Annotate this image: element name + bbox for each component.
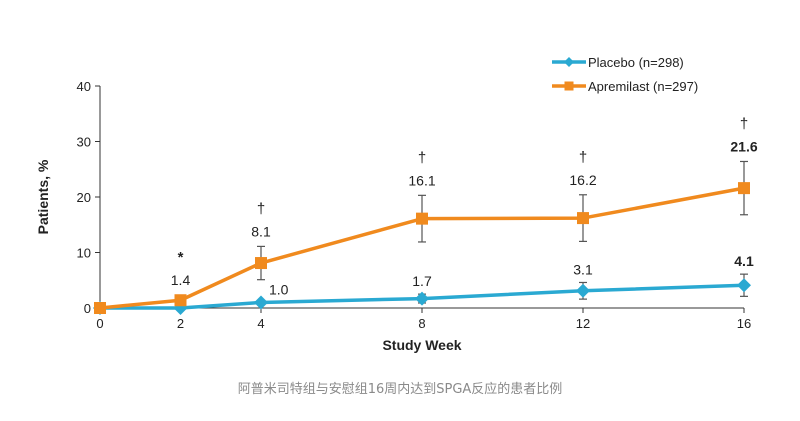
significance-marker: * <box>178 249 184 266</box>
data-point <box>254 295 268 310</box>
significance-marker: † <box>257 200 265 217</box>
placebo-value-label: 4.1 <box>734 253 754 269</box>
x-axis-title: Study Week <box>382 337 461 353</box>
series-line <box>100 283 745 310</box>
y-tick-label: 10 <box>77 246 91 261</box>
y-tick-label: 40 <box>77 79 91 94</box>
apremilast-value-label: 1.4 <box>171 272 191 288</box>
data-point <box>415 291 429 306</box>
x-tick-label: 4 <box>257 316 264 331</box>
legend-marker <box>564 57 574 67</box>
line-chart: 0 10 20 30 40 0 2 4 8 12 16 Study Week Patients, % 1… <box>35 55 758 353</box>
x-tick-label: 12 <box>576 316 590 331</box>
data-point <box>94 302 106 314</box>
apremilast-value-label: 16.1 <box>408 172 435 188</box>
data-point <box>577 212 589 225</box>
significance-marker: † <box>418 149 426 166</box>
series-layer <box>93 160 751 315</box>
legend-label: Apremilast (n=297) <box>588 79 698 94</box>
y-tick-label: 30 <box>77 135 91 150</box>
placebo-value-label: 3.1 <box>573 261 593 277</box>
data-point <box>737 278 751 293</box>
significance-marker: † <box>579 149 587 166</box>
data-point <box>576 283 590 298</box>
x-tick-label: 8 <box>418 316 425 331</box>
data-point <box>174 294 187 307</box>
x-tick-label: 16 <box>737 316 751 331</box>
apremilast-value-label: 8.1 <box>251 223 271 239</box>
data-point <box>738 182 750 195</box>
y-tick-label: 0 <box>84 301 91 316</box>
legend-item-apremilast: Apremilast (n=297) <box>552 79 698 94</box>
placebo-value-label: 1.0 <box>269 281 289 297</box>
data-point <box>255 257 267 270</box>
apremilast-value-label: 16.2 <box>569 172 596 188</box>
series-apremilast <box>94 160 750 314</box>
figure-caption: 阿普米司特组与安慰组16周内达到SPGA反应的患者比例 <box>237 382 563 397</box>
y-axis-title: Patients, % <box>35 159 51 234</box>
significance-marker: † <box>740 115 748 132</box>
series-line <box>99 186 745 310</box>
placebo-value-label: 1.7 <box>412 273 432 289</box>
value-labels: 1.0 1.7 3.1 4.1 1.4 8.1 16.1 16.2 21.6 * † † † † <box>171 115 758 297</box>
y-tick-label: 20 <box>77 190 91 205</box>
x-tick-label: 2 <box>177 316 184 331</box>
legend: Placebo (n=298) Apremilast (n=297) <box>552 55 698 94</box>
x-tick-label: 0 <box>96 316 103 331</box>
apremilast-value-label: 21.6 <box>730 138 757 154</box>
axes: 0 10 20 30 40 0 2 4 8 12 16 Study Week Patients, % <box>35 79 751 353</box>
legend-item-placebo: Placebo (n=298) <box>552 55 684 70</box>
legend-label: Placebo (n=298) <box>588 55 684 70</box>
legend-marker <box>564 81 574 91</box>
data-point <box>416 212 428 225</box>
